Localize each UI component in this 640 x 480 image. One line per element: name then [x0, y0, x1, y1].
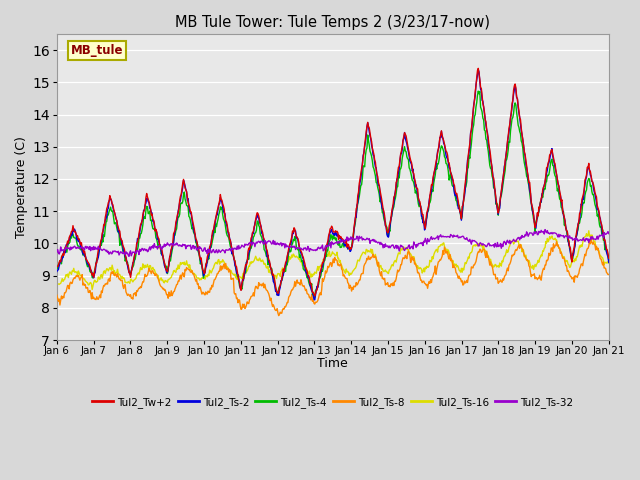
X-axis label: Time: Time — [317, 357, 348, 370]
Legend: Tul2_Tw+2, Tul2_Ts-2, Tul2_Ts-4, Tul2_Ts-8, Tul2_Ts-16, Tul2_Ts-32: Tul2_Tw+2, Tul2_Ts-2, Tul2_Ts-4, Tul2_Ts… — [88, 393, 578, 412]
Y-axis label: Temperature (C): Temperature (C) — [15, 136, 28, 238]
Title: MB Tule Tower: Tule Temps 2 (3/23/17-now): MB Tule Tower: Tule Temps 2 (3/23/17-now… — [175, 15, 490, 30]
Text: MB_tule: MB_tule — [70, 44, 123, 57]
